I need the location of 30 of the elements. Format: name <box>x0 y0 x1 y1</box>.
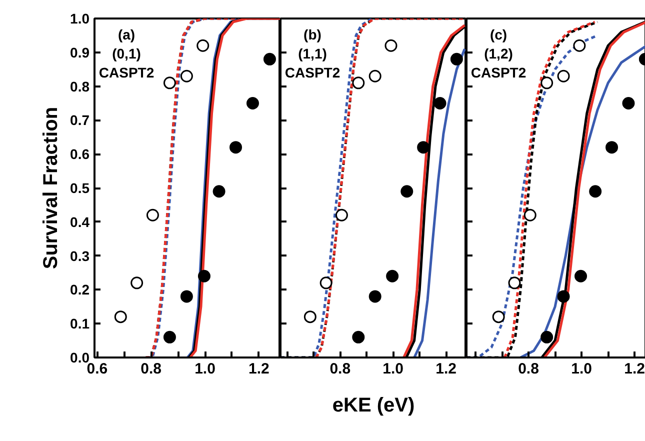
annotation: CASPT2 <box>98 64 154 80</box>
annotation: (c) <box>490 26 508 42</box>
annotation: CASPT2 <box>284 64 340 80</box>
annotation: (0,1) <box>112 46 141 62</box>
y-tick-label: 0.2 <box>70 282 90 298</box>
y-tick-label: 0.8 <box>70 78 90 94</box>
x-tick-label: 1.2 <box>248 360 270 378</box>
y-tick-label: 0.6 <box>70 146 90 162</box>
y-tick-label: 1.0 <box>70 10 90 26</box>
x-tick-label: 0.8 <box>518 360 539 378</box>
annotation: (1,2) <box>484 46 513 62</box>
x-tick-label: 0.8 <box>330 360 351 378</box>
annotation: (1,1) <box>298 46 327 62</box>
x-tick-label: 1.2 <box>624 360 645 378</box>
annotation: (b) <box>304 26 322 42</box>
y-tick-label: 0.7 <box>70 112 90 128</box>
y-tick-label: 0.5 <box>70 180 90 196</box>
x-axis-title: eKE (eV) <box>332 394 415 416</box>
y-tick-label: 0.1 <box>70 316 90 332</box>
annotation: (a) <box>118 26 136 42</box>
x-tick-label: 0.8 <box>140 360 162 378</box>
y-tick-label: 0.4 <box>70 214 90 230</box>
x-tick-label: 1.0 <box>194 360 216 378</box>
y-tick-label: 0.9 <box>70 44 90 60</box>
x-tick-label: 1.2 <box>436 360 457 378</box>
annotation: CASPT2 <box>470 64 526 80</box>
y-axis-title: Survival Fraction <box>40 106 62 270</box>
y-tick-label: 0.3 <box>70 248 90 264</box>
x-tick-label: 1.0 <box>382 360 404 378</box>
x-tick-label: 1.0 <box>571 360 592 378</box>
